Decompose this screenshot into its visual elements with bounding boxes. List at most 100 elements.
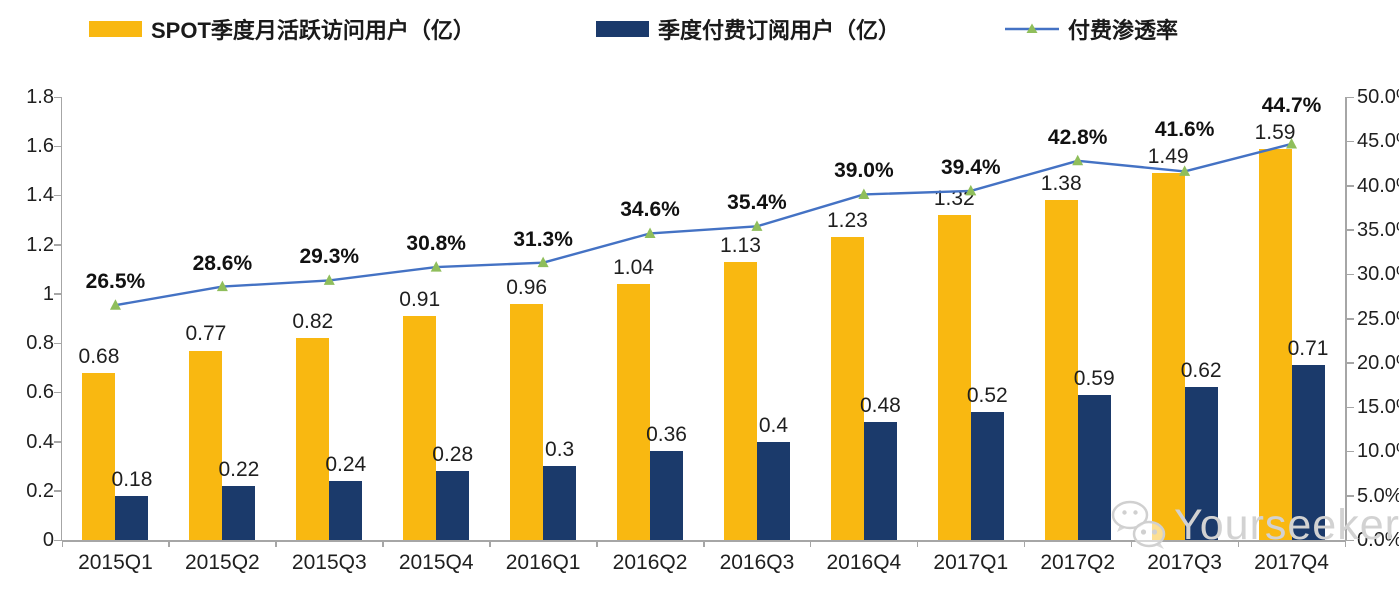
x-axis-tick — [1237, 540, 1240, 547]
mau-bar — [82, 372, 116, 540]
y-axis-right-label: 20.0% — [1357, 351, 1399, 374]
subs-value-label: 0.59 — [1073, 366, 1115, 390]
triangle-marker-icon — [430, 261, 442, 272]
subs-value-label: 0.3 — [545, 438, 575, 462]
penetration-label: 42.8% — [1047, 125, 1108, 149]
penetration-label: 28.6% — [192, 251, 253, 275]
y-axis-left-label: 1.8 — [26, 86, 54, 108]
mau-value-label: 1.13 — [720, 233, 761, 257]
subs-value-label: 0.71 — [1287, 337, 1329, 361]
mau-bar — [1044, 200, 1078, 540]
right-axis-tick — [1346, 229, 1354, 231]
triangle-marker-icon — [751, 220, 763, 231]
y-axis-right-label: 45.0% — [1357, 130, 1399, 153]
triangle-marker-icon — [216, 280, 228, 292]
x-axis-tick — [489, 540, 491, 547]
legend-item-subs: 季度付费订阅用户（亿） — [596, 14, 900, 44]
x-axis-label: 2017Q1 — [933, 551, 1009, 574]
y-axis-left-label: 0 — [42, 529, 54, 551]
x-axis-label: 2017Q3 — [1147, 551, 1222, 574]
right-axis-tick — [1346, 495, 1354, 497]
penetration-label: 35.4% — [727, 191, 787, 215]
mau-value-label: 0.68 — [78, 344, 120, 368]
y-axis-right-label: 25.0% — [1357, 307, 1399, 330]
subs-value-label: 0.24 — [325, 452, 367, 476]
y-axis-left-label: 1.4 — [26, 184, 54, 207]
subs-value-label: 0.4 — [758, 413, 789, 437]
right-axis-line — [1345, 97, 1347, 541]
penetration-label: 29.3% — [299, 245, 360, 269]
right-axis-tick — [1346, 140, 1354, 143]
mau-value-label: 0.77 — [185, 322, 227, 346]
mau-swatch-icon — [89, 21, 142, 37]
left-axis-tick — [54, 194, 61, 197]
x-axis-label: 2016Q3 — [719, 551, 795, 574]
subs-value-label: 0.18 — [111, 467, 153, 491]
y-axis-right-label: 15.0% — [1357, 396, 1399, 419]
x-axis-tick — [382, 540, 384, 547]
triangle-marker-icon — [1179, 165, 1191, 176]
mau-bar — [617, 284, 651, 540]
y-axis-left-label: 1 — [42, 282, 54, 305]
subs-bar — [756, 441, 790, 540]
triangle-marker-icon — [323, 274, 335, 285]
x-axis-label: 2015Q4 — [398, 551, 474, 574]
left-axis-tick — [54, 539, 61, 541]
subs-value-label: 0.48 — [859, 393, 901, 417]
mau-bar — [1151, 173, 1185, 540]
left-axis-tick — [54, 441, 61, 443]
y-axis-left-label: 0.2 — [26, 479, 54, 502]
penetration-label: 31.3% — [513, 227, 573, 251]
x-axis-tick — [809, 540, 812, 547]
mau-bar — [403, 316, 437, 540]
x-axis-label: 2015Q1 — [78, 551, 153, 574]
y-axis-right-label: 5.0% — [1357, 484, 1399, 507]
left-axis-tick — [54, 342, 61, 345]
x-axis-label: 2017Q2 — [1040, 551, 1116, 574]
subs-bar — [970, 412, 1004, 540]
x-axis-tick — [275, 540, 277, 547]
triangle-marker-icon — [858, 188, 870, 199]
plot-area: 0.68 0.18 26.5% 0.77 0.22 28.6% 0.82 0.24 29.3% 0… — [62, 94, 1345, 540]
right-axis-tick — [1346, 318, 1354, 320]
y-axis-right-label: 40.0% — [1357, 174, 1399, 197]
x-axis-tick — [916, 540, 919, 547]
mau-bar — [189, 350, 223, 540]
subs-bar — [222, 485, 256, 540]
subs-bar — [115, 495, 149, 540]
y-axis-left-label: 0.4 — [26, 430, 54, 453]
right-axis-tick — [1346, 273, 1354, 276]
subs-bar — [650, 451, 684, 540]
x-axis-tick — [703, 540, 705, 547]
x-axis-tick — [1344, 540, 1346, 547]
legend-subs-label: 季度付费订阅用户（亿） — [658, 18, 901, 43]
subs-value-label: 0.36 — [646, 423, 687, 447]
subs-bar — [863, 421, 897, 540]
right-axis-tick — [1346, 362, 1354, 364]
subs-bar — [543, 466, 577, 540]
mau-value-label: 1.59 — [1254, 120, 1296, 144]
legend-penetration-label: 付费渗透率 — [1068, 18, 1179, 43]
subs-value-label: 0.62 — [1180, 359, 1222, 383]
left-axis-tick — [54, 490, 61, 492]
penetration-label: 39.0% — [834, 159, 894, 183]
triangle-marker-icon — [644, 227, 656, 238]
triangle-marker-icon — [537, 256, 549, 268]
left-axis-tick — [54, 244, 61, 246]
subs-bar — [1184, 387, 1218, 540]
x-axis-tick — [168, 540, 170, 547]
subs-bar — [329, 480, 363, 540]
mau-value-label: 1.38 — [1040, 172, 1082, 196]
subs-bar — [436, 471, 470, 540]
subs-value-label: 0.22 — [218, 457, 260, 481]
legend-mau-label: SPOT季度月活跃访问用户（亿） — [151, 18, 475, 43]
x-axis-label: 2015Q2 — [184, 551, 260, 574]
mau-value-label: 1.04 — [613, 256, 654, 280]
mau-value-label: 1.49 — [1147, 145, 1189, 169]
mau-bar — [723, 261, 757, 540]
penetration-label: 30.8% — [406, 232, 466, 256]
line-marker-sample-icon — [1005, 23, 1059, 33]
left-axis-tick — [54, 391, 61, 394]
mau-bar — [296, 338, 330, 540]
